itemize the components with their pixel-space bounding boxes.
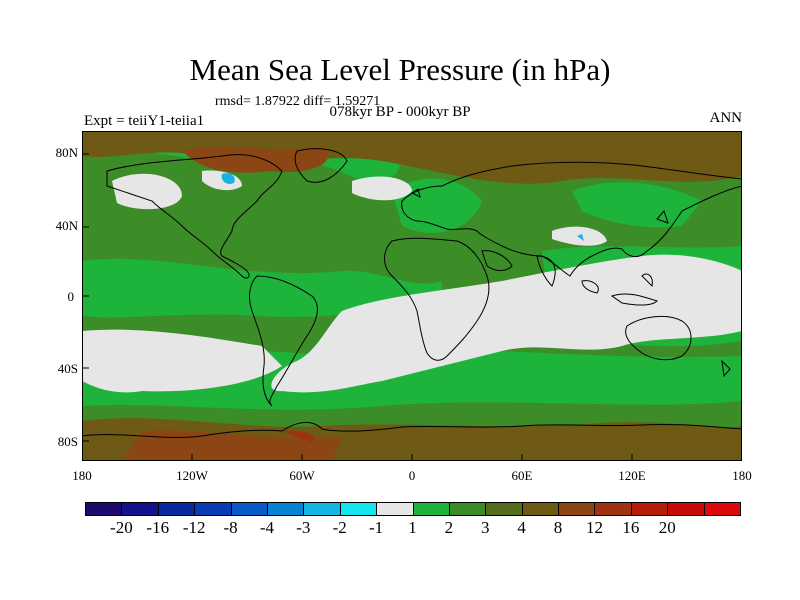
lat-label-0: 0 xyxy=(67,289,75,304)
period-label: 078kyr BP - 000kyr BP xyxy=(329,104,471,120)
neutral-region xyxy=(112,173,182,210)
colorbar-label: -1 xyxy=(369,518,384,537)
colorbar-box xyxy=(230,502,268,516)
negative-region xyxy=(577,234,584,241)
neutral-region xyxy=(352,176,412,201)
lon-label-180e: 180 xyxy=(732,468,752,483)
coastlines xyxy=(82,148,742,438)
lat-label-80s: 80S xyxy=(57,434,78,449)
colorbar-label: 2 xyxy=(444,518,454,537)
colorbar-box xyxy=(667,502,705,516)
colorbar-box xyxy=(121,502,159,516)
colorbar-box xyxy=(376,502,414,516)
lon-label-180w: 180 xyxy=(72,468,92,483)
lat-label-80n: 80N xyxy=(55,145,78,160)
colorbar-box xyxy=(558,502,596,516)
neutral-region xyxy=(82,329,282,393)
field-region xyxy=(572,182,702,228)
colorbar-label: 8 xyxy=(553,518,563,537)
colorbar-box xyxy=(485,502,523,516)
map-title: Mean Sea Level Pressure (in hPa) xyxy=(189,52,611,87)
lat-label-40n: 40N xyxy=(55,218,78,233)
colorbar-label: -20 xyxy=(110,518,133,537)
colorbar-label: -4 xyxy=(259,518,275,537)
pressure-map xyxy=(82,131,742,461)
colorbar-box xyxy=(85,502,123,516)
field-region xyxy=(282,430,315,443)
colorbar-label: 12 xyxy=(585,518,603,537)
stats-label: rmsd= 1.87922 diff= 1.59271 xyxy=(215,94,381,109)
colorbar-label: 16 xyxy=(622,518,640,537)
colorbar-box xyxy=(594,502,632,516)
field-region xyxy=(182,146,329,173)
negative-region xyxy=(221,173,235,184)
colorbar-box xyxy=(630,502,669,516)
axis-ticks xyxy=(82,153,633,461)
colorbar-box xyxy=(412,502,450,516)
colorbar-label: -16 xyxy=(146,518,170,537)
neutral-region xyxy=(271,254,742,393)
season-label: ANN xyxy=(709,110,743,126)
colorbar-label: -3 xyxy=(296,518,311,537)
colorbar-box xyxy=(194,502,232,516)
colorbar-label: -8 xyxy=(223,518,238,537)
lon-label-60w: 60W xyxy=(289,468,315,483)
experiment-label: Expt = teiiY1-teiia1 xyxy=(84,113,205,129)
colorbar-box xyxy=(521,502,560,516)
lon-label-120w: 120W xyxy=(176,468,208,483)
colorbar-box xyxy=(339,502,378,516)
colorbar-label: 20 xyxy=(658,518,676,537)
colorbar-box xyxy=(703,502,742,516)
colorbar xyxy=(85,502,742,516)
colorbar-box xyxy=(157,502,196,516)
colorbar-label: 3 xyxy=(481,518,490,537)
colorbar-box xyxy=(266,502,305,516)
colorbar-label: 4 xyxy=(517,518,526,537)
colorbar-label: -12 xyxy=(182,518,206,537)
lat-label-40s: 40S xyxy=(57,361,78,376)
colorbar-box xyxy=(448,502,487,516)
colorbar-label: 1 xyxy=(408,518,417,537)
map-panel xyxy=(82,131,742,461)
lon-label-0: 0 xyxy=(408,468,416,483)
field-region xyxy=(82,131,742,184)
field-region xyxy=(122,430,342,461)
lon-label-60e: 60E xyxy=(511,468,533,483)
colorbar-label: -2 xyxy=(332,518,347,537)
lon-label-120e: 120E xyxy=(618,468,646,483)
field-region xyxy=(82,258,442,318)
colorbar-box xyxy=(303,502,341,516)
